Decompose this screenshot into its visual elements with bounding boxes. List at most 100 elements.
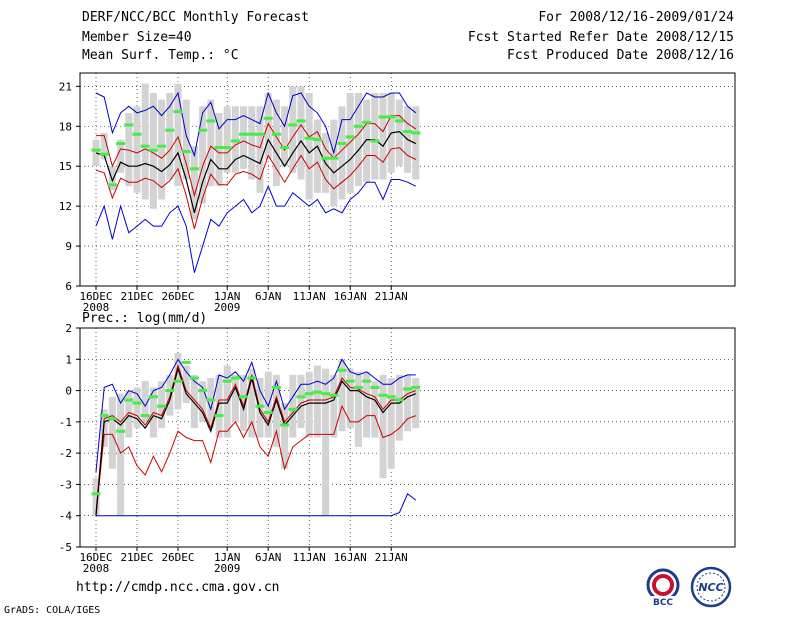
temp-range-bar: [248, 106, 256, 180]
prec-ytick-label: -4: [59, 510, 73, 523]
prec-median-marker: [271, 385, 281, 389]
prec-median-marker: [230, 376, 240, 380]
temp-median-marker: [362, 120, 372, 124]
prec-xtick-label: 1JAN: [214, 551, 241, 564]
prec-median-marker: [140, 414, 150, 418]
prec-range-bar: [108, 396, 116, 469]
prec-xtick-label: 16JAN: [334, 551, 367, 564]
temp-range-bar: [199, 106, 207, 204]
ncc-logo-text: NCC: [698, 581, 723, 594]
temp-range-bar: [305, 92, 313, 200]
prec-range-bar: [141, 381, 149, 422]
prec-range-bar: [125, 390, 133, 438]
prec-xtick-year-label: 2008: [83, 562, 110, 575]
temp-frame: [79, 72, 736, 287]
temp-median-marker: [140, 144, 150, 148]
prec-envelope-high-line: [95, 358, 416, 472]
prec-median-marker: [304, 392, 314, 396]
temp-median-marker: [132, 132, 142, 136]
temp-median-marker: [403, 130, 413, 134]
prec-median-marker: [148, 395, 158, 399]
temp-median-marker: [230, 139, 240, 143]
temp-median-marker: [386, 115, 396, 119]
prec-range-bar: [346, 368, 354, 429]
temp-median-marker: [222, 146, 232, 150]
temp-xtick-label: 16DEC: [79, 290, 112, 303]
prec-median-marker: [345, 379, 355, 383]
prec-xtick-label: 21JAN: [375, 551, 408, 564]
prec-median-marker: [263, 410, 273, 414]
prec-median-marker: [198, 389, 208, 393]
temp-range-bar: [240, 106, 248, 169]
temp-range-bar: [297, 86, 305, 180]
temp-envelope-low-line: [95, 179, 417, 273]
prec-median-marker: [214, 414, 224, 418]
prec-median-marker: [165, 389, 175, 393]
temp-median-marker: [148, 148, 158, 152]
prec-range-bar: [371, 381, 379, 438]
prec-ytick-label: 2: [65, 322, 72, 335]
prec-range-bar: [133, 387, 141, 429]
temp-range-bar: [207, 99, 215, 187]
temp-range-bar: [100, 132, 108, 160]
temp-range-bar: [395, 99, 403, 167]
prec-range-bar: [338, 359, 346, 432]
temp-ytick-label: 12: [59, 200, 72, 213]
prec-range-bar: [322, 368, 330, 516]
temp-range-bar: [182, 99, 190, 180]
prec-range-bar: [158, 381, 166, 429]
forecast-produced-label: Fcst Produced Date 2008/12/16: [507, 48, 734, 63]
temp-range-bar: [313, 119, 321, 193]
prec-median-marker: [288, 407, 298, 411]
temp-median-marker: [280, 146, 290, 150]
prec-median-marker: [337, 368, 347, 372]
prec-ensemble-mean-line: [95, 366, 417, 516]
prec-median-marker: [222, 379, 232, 383]
temp-median-marker: [124, 123, 134, 127]
temp-xtick-year-label: 2009: [214, 301, 241, 314]
temperature-variable-label: Mean Surf. Temp.: °C: [82, 48, 239, 63]
temp-range-bar: [190, 146, 198, 220]
prec-spread-high-line: [95, 363, 416, 513]
temp-xtick-label: 1JAN: [214, 290, 241, 303]
prec-median-marker: [403, 387, 413, 391]
temp-median-marker: [304, 136, 314, 140]
prec-median-marker: [321, 392, 331, 396]
prec-median-marker: [411, 385, 421, 389]
prec-median-marker: [107, 417, 117, 421]
prec-median-marker: [312, 390, 322, 394]
prec-range-bar: [387, 378, 395, 469]
prec-median-marker: [255, 404, 265, 408]
prec-median-marker: [91, 492, 101, 496]
temp-xtick-label: 21DEC: [120, 290, 153, 303]
temp-median-marker: [91, 148, 101, 152]
source-url-link[interactable]: http://cmdp.ncc.cma.gov.cn: [76, 580, 280, 595]
prec-range-bar: [231, 374, 239, 422]
temp-spread-low-line: [95, 147, 417, 229]
prec-median-marker: [116, 429, 126, 433]
temp-range-bar: [141, 83, 149, 200]
prec-range-bar: [297, 374, 305, 429]
temp-xtick-label: 26DEC: [161, 290, 194, 303]
temp-range-bar: [363, 99, 371, 183]
temp-range-bar: [272, 99, 280, 187]
chart-title: DERF/NCC/BCC Monthly Forecast: [82, 10, 309, 25]
temp-median-marker: [263, 116, 273, 120]
prec-ytick-label: -1: [59, 416, 72, 429]
temp-median-marker: [345, 135, 355, 139]
temp-median-marker: [107, 183, 117, 187]
temp-range-bar: [92, 139, 100, 167]
prec-median-marker: [189, 376, 199, 380]
prec-median-marker: [181, 360, 191, 364]
prec-range-bar: [395, 374, 403, 441]
temp-range-bar: [166, 92, 174, 180]
precip-variable-label: Prec.: log(mm/d): [82, 311, 207, 326]
temp-range-bar: [256, 106, 264, 193]
prec-range-bar: [330, 374, 338, 438]
temp-median-marker: [271, 132, 281, 136]
prec-median-marker: [296, 395, 306, 399]
temp-median-marker: [116, 142, 126, 146]
prec-range-bar: [272, 374, 280, 447]
